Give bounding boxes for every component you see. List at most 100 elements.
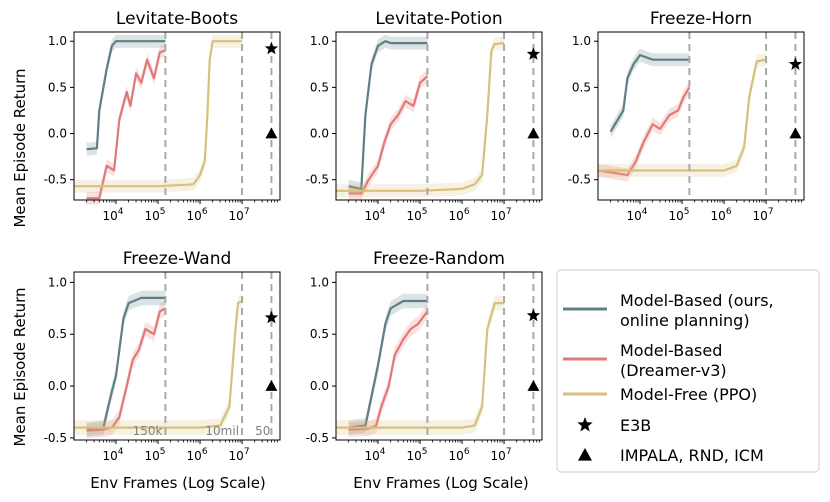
- series-line: [336, 42, 505, 192]
- legend-label: Model-Free (PPO): [620, 385, 757, 404]
- series-line: [74, 40, 243, 188]
- series-band: [598, 53, 767, 177]
- baseline-marker: [265, 127, 278, 139]
- x-tick-label: 105: [145, 447, 166, 463]
- series-band: [74, 293, 243, 435]
- x-tick-label: 106: [449, 447, 470, 463]
- subplot-3: Freeze-Horn 1.0 0.5 0.0 -0.5 104 105 106 107: [568, 9, 805, 223]
- axes-frame: [73, 271, 281, 441]
- series-line: [597, 86, 691, 177]
- baseline-marker: [265, 380, 278, 391]
- x-tick-label: 106: [711, 207, 732, 223]
- series-line: [348, 299, 428, 429]
- subplot-2: Levitate-Potion 1.0 0.5 0.0 -0.5 104 105 106 107: [306, 9, 543, 223]
- legend-triangle-icon: [578, 448, 592, 461]
- legend-box: [556, 269, 820, 473]
- y-tick-label: 1.0: [572, 34, 591, 48]
- x-tick-label: 106: [449, 207, 470, 223]
- series-line: [86, 49, 166, 200]
- y-tick-label: -0.5: [44, 173, 67, 187]
- axes-frame: [73, 31, 281, 201]
- series-band: [348, 304, 428, 437]
- y-tick-label: -0.5: [306, 173, 329, 187]
- x-tick-label: 105: [669, 207, 690, 223]
- x-tick-label: 104: [627, 207, 648, 223]
- series-line: [86, 307, 166, 432]
- series-band: [86, 301, 166, 438]
- series-band: [348, 293, 428, 435]
- series-line: [348, 75, 429, 195]
- series-line: [598, 58, 767, 172]
- y-tick-label: 1.0: [48, 34, 67, 48]
- legend-item: Model-Based(Dreamer-v3): [563, 341, 727, 380]
- y-tick-label: -0.5: [306, 431, 329, 445]
- x-tick-label: 104: [365, 207, 386, 223]
- x-axis-label-left: Env Frames (Log Scale): [90, 474, 266, 492]
- x-tick-label: 107: [753, 207, 774, 223]
- legend-label: Model-Based: [620, 341, 722, 360]
- x-tick-label: 105: [145, 207, 166, 223]
- series-band: [336, 295, 505, 435]
- y-tick-label: 1.0: [48, 275, 67, 289]
- y-tick-label: 0.5: [48, 327, 67, 341]
- y-tick-label: 0.5: [572, 80, 591, 94]
- legend-label: online planning): [620, 311, 750, 330]
- series-line: [336, 302, 505, 429]
- y-tick-label: 0.0: [48, 127, 67, 141]
- y-tick-label: 0.0: [572, 127, 591, 141]
- legend: Model-Based (ours, online planning) Model…: [556, 269, 820, 473]
- series-line: [609, 54, 690, 133]
- subplot-title: Freeze-Horn: [650, 9, 752, 29]
- legend-item: IMPALA, RND, ICM: [578, 446, 764, 465]
- series-line: [348, 40, 428, 190]
- x-tick-label: 104: [365, 447, 386, 463]
- y-tick-label: 0.5: [310, 327, 329, 341]
- budget-label: 10mil: [205, 424, 239, 438]
- axes-frame: [335, 31, 543, 201]
- y-axis-label-top: Mean Episode Return: [11, 68, 29, 227]
- x-tick-label: 104: [103, 207, 124, 223]
- y-tick-label: -0.5: [44, 431, 67, 445]
- x-tick-label: 104: [103, 447, 124, 463]
- subplot-title: Freeze-Wand: [123, 249, 232, 269]
- x-tick-label: 107: [491, 207, 512, 223]
- e3b-marker: [264, 41, 279, 55]
- subplot-5: Freeze-Random 1.0 0.5 0.0 -0.5 104 105 106 107: [306, 249, 543, 463]
- series-band: [86, 44, 166, 205]
- subplot-title: Levitate-Boots: [116, 9, 238, 29]
- series-line: [86, 40, 166, 151]
- y-tick-label: 1.0: [310, 275, 329, 289]
- y-tick-label: 1.0: [310, 34, 329, 48]
- legend-label: Model-Based (ours,: [620, 291, 774, 310]
- y-tick-label: 0.0: [310, 379, 329, 393]
- legend-label: IMPALA, RND, ICM: [620, 446, 764, 465]
- baseline-marker: [527, 127, 540, 139]
- x-tick-label: 107: [491, 447, 512, 463]
- y-tick-label: 0.0: [48, 379, 67, 393]
- y-tick-label: -0.5: [568, 173, 591, 187]
- y-tick-label: 0.5: [48, 80, 67, 94]
- x-tick-label: 107: [229, 447, 250, 463]
- baseline-marker: [789, 127, 802, 139]
- legend-label: E3B: [620, 416, 651, 435]
- y-tick-label: 0.0: [310, 127, 329, 141]
- e3b-marker: [264, 310, 279, 324]
- x-tick-label: 107: [229, 207, 250, 223]
- x-tick-label: 105: [407, 447, 428, 463]
- series-band: [86, 34, 166, 156]
- legend-item: E3B: [577, 416, 651, 435]
- series-line: [86, 296, 166, 431]
- axes-frame: [597, 31, 805, 201]
- y-tick-label: 0.5: [310, 80, 329, 94]
- baseline-marker: [527, 380, 540, 391]
- legend-item: Model-Free (PPO): [563, 385, 757, 404]
- e3b-marker: [526, 308, 541, 322]
- x-tick-label: 106: [187, 207, 208, 223]
- subplot-1: Levitate-Boots 1.0 0.5 0.0 -0.5 104 105 106 107: [44, 9, 281, 223]
- x-tick-label: 106: [187, 447, 208, 463]
- series-band: [86, 290, 166, 437]
- subplot-title: Levitate-Potion: [375, 9, 502, 29]
- subplot-4: Freeze-Wand 1.0 0.5 0.0 -0.5 104 105 106 107 150k…: [44, 249, 281, 463]
- legend-label: (Dreamer-v3): [620, 361, 727, 380]
